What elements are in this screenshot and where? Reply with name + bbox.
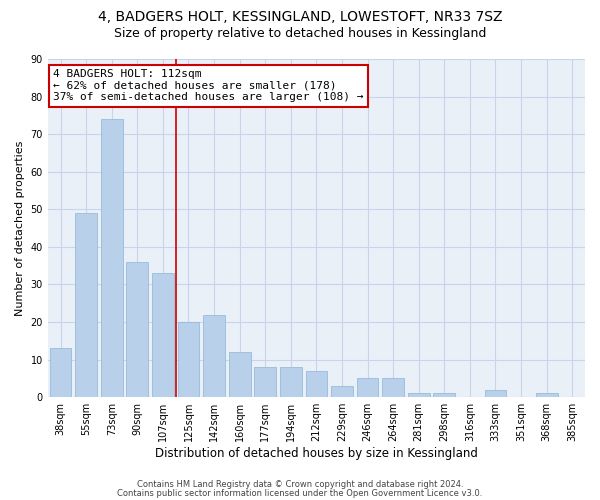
Text: Contains public sector information licensed under the Open Government Licence v3: Contains public sector information licen…	[118, 488, 482, 498]
Bar	[280, 367, 302, 397]
Bar	[50, 348, 71, 397]
Bar	[485, 390, 506, 397]
X-axis label: Distribution of detached houses by size in Kessingland: Distribution of detached houses by size …	[155, 447, 478, 460]
Bar	[178, 322, 199, 397]
Text: 4, BADGERS HOLT, KESSINGLAND, LOWESTOFT, NR33 7SZ: 4, BADGERS HOLT, KESSINGLAND, LOWESTOFT,…	[98, 10, 502, 24]
Bar	[127, 262, 148, 397]
Text: 4 BADGERS HOLT: 112sqm
← 62% of detached houses are smaller (178)
37% of semi-de: 4 BADGERS HOLT: 112sqm ← 62% of detached…	[53, 69, 364, 102]
Text: Size of property relative to detached houses in Kessingland: Size of property relative to detached ho…	[114, 28, 486, 40]
Bar	[536, 394, 557, 397]
Bar	[382, 378, 404, 397]
Bar	[356, 378, 379, 397]
Bar	[433, 394, 455, 397]
Bar	[305, 371, 327, 397]
Bar	[203, 314, 225, 397]
Bar	[408, 394, 430, 397]
Bar	[152, 273, 174, 397]
Text: Contains HM Land Registry data © Crown copyright and database right 2024.: Contains HM Land Registry data © Crown c…	[137, 480, 463, 489]
Bar	[75, 213, 97, 397]
Bar	[101, 119, 122, 397]
Bar	[229, 352, 251, 397]
Bar	[331, 386, 353, 397]
Bar	[254, 367, 276, 397]
Y-axis label: Number of detached properties: Number of detached properties	[15, 140, 25, 316]
